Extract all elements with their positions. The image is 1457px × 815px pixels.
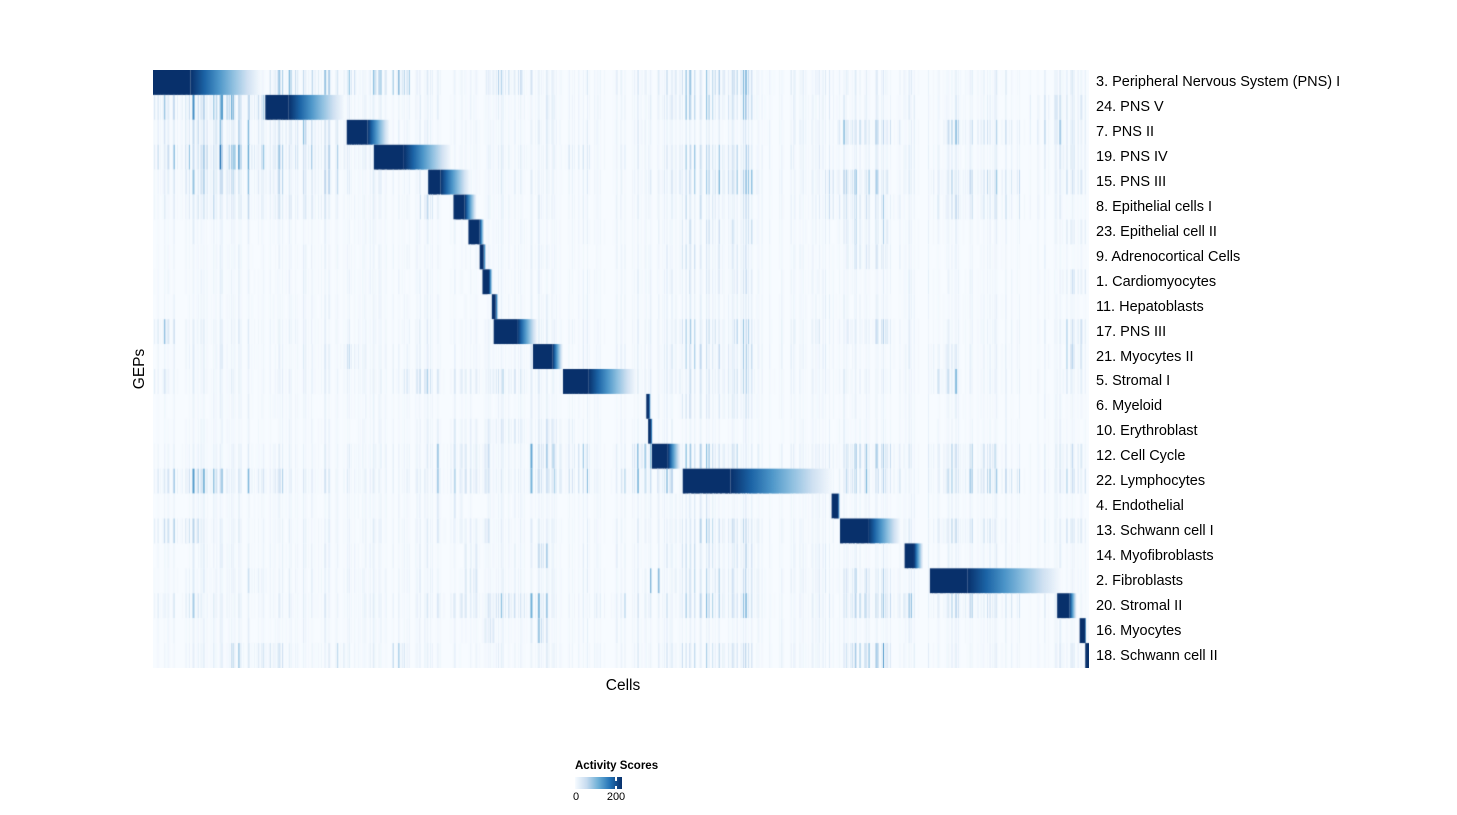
row-label: 6. Myeloid xyxy=(1096,398,1163,415)
row-label: 8. Epithelial cells I xyxy=(1096,199,1213,216)
legend-tick-mark xyxy=(615,785,617,789)
x-axis-label: Cells xyxy=(605,677,641,694)
row-label: 1. Cardiomyocytes xyxy=(1096,273,1217,290)
row-label: 3. Peripheral Nervous System (PNS) I xyxy=(1096,74,1341,91)
legend-colorbar xyxy=(575,777,622,789)
row-label: 9. Adrenocortical Cells xyxy=(1096,248,1241,265)
row-label: 20. Stromal II xyxy=(1096,597,1183,614)
row-label: 16. Myocytes xyxy=(1096,622,1182,639)
legend-tick-mark xyxy=(615,777,617,781)
row-label: 13. Schwann cell I xyxy=(1096,522,1214,539)
row-label: 2. Fibroblasts xyxy=(1096,572,1184,589)
row-label: 12. Cell Cycle xyxy=(1096,448,1186,465)
legend-title: Activity Scores xyxy=(575,760,659,772)
row-label: 24. PNS V xyxy=(1096,99,1164,116)
row-label: 4. Endothelial xyxy=(1096,498,1184,515)
row-labels: 3. Peripheral Nervous System (PNS) I 24. … xyxy=(1096,70,1456,668)
row-label: 18. Schwann cell II xyxy=(1096,647,1218,664)
row-label: 15. PNS III xyxy=(1096,174,1167,191)
activity-scores-legend: Activity Scores 0 200 xyxy=(572,760,715,812)
row-label: 7. PNS II xyxy=(1096,124,1155,141)
row-label: 5. Stromal I xyxy=(1096,373,1171,390)
row-label: 11. Hepatoblasts xyxy=(1096,298,1204,315)
row-label: 14. Myofibroblasts xyxy=(1096,547,1214,564)
legend-labels: 0 200 xyxy=(572,791,675,805)
row-label: 19. PNS IV xyxy=(1096,149,1168,166)
row-label: 22. Lymphocytes xyxy=(1096,473,1206,490)
y-axis-label: GEPs xyxy=(131,348,148,390)
row-label: 23. Epithelial cell II xyxy=(1096,223,1217,240)
row-label: 10. Erythroblast xyxy=(1096,423,1198,440)
heatmap-canvas xyxy=(153,70,1089,668)
row-label: 17. PNS III xyxy=(1096,323,1167,340)
legend-max-label: 200 xyxy=(606,791,626,803)
row-label: 21. Myocytes II xyxy=(1096,348,1194,365)
legend-min-label: 0 xyxy=(572,791,580,803)
